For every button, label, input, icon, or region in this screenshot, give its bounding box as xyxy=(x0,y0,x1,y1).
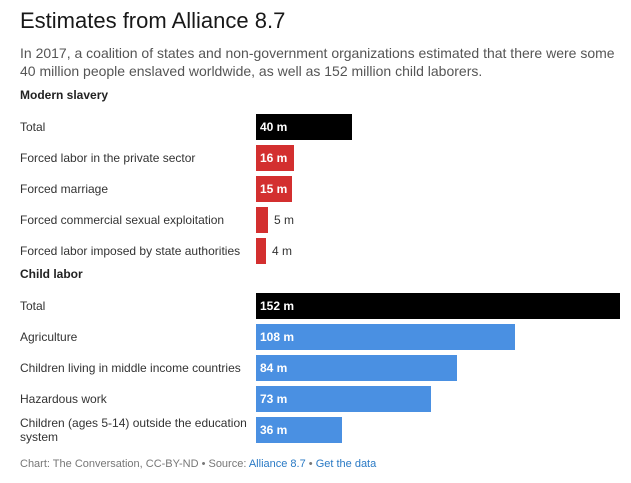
bar-value-label: 5 m xyxy=(274,213,295,227)
bar xyxy=(256,114,352,140)
bar xyxy=(256,176,292,202)
section-title: Child labor xyxy=(20,267,83,281)
category-label: Agriculture xyxy=(20,330,78,344)
bar-value-label: 84 m xyxy=(260,361,288,375)
chart-title: Estimates from Alliance 8.7 xyxy=(20,8,286,33)
category-label: Hazardous work xyxy=(20,392,107,406)
category-label: Total xyxy=(20,120,46,134)
chart-subtitle: In 2017, a coalition of states and non-g… xyxy=(20,45,615,79)
bar-value-label: 40 m xyxy=(260,120,288,134)
category-label: Forced labor in the private sector xyxy=(20,151,196,165)
bar-value-label: 73 m xyxy=(260,392,288,406)
bar-value-label: 152 m xyxy=(260,299,295,313)
category-label: Children (ages 5-14) outside the educati… xyxy=(20,416,247,444)
footer-separator: • xyxy=(305,458,316,470)
footer-credit: Chart: The Conversation, CC-BY-ND • Sour… xyxy=(20,458,249,470)
category-label: Total xyxy=(20,299,46,313)
get-data-link[interactable]: Get the data xyxy=(315,458,377,470)
bar-value-label: 108 m xyxy=(260,330,295,344)
section-title: Modern slavery xyxy=(20,88,109,102)
bar xyxy=(256,355,457,381)
bar xyxy=(256,145,294,171)
bar-value-label: 15 m xyxy=(260,182,288,196)
category-label: Children living in middle income countri… xyxy=(20,361,241,375)
chart-footer: Chart: The Conversation, CC-BY-ND • Sour… xyxy=(20,458,376,470)
bar xyxy=(256,238,266,264)
bar-value-label: 36 m xyxy=(260,423,288,437)
category-label: Forced marriage xyxy=(20,182,109,196)
category-label: Forced labor imposed by state authoritie… xyxy=(20,244,241,258)
bar-value-label: 4 m xyxy=(272,244,293,258)
bar xyxy=(256,324,515,350)
bar xyxy=(256,386,431,412)
source-link[interactable]: Alliance 8.7 xyxy=(248,458,306,470)
bar xyxy=(256,293,620,319)
bar xyxy=(256,417,342,443)
category-label: Forced commercial sexual exploitation xyxy=(20,213,225,227)
bar xyxy=(256,207,268,233)
bar-value-label: 16 m xyxy=(260,151,288,165)
